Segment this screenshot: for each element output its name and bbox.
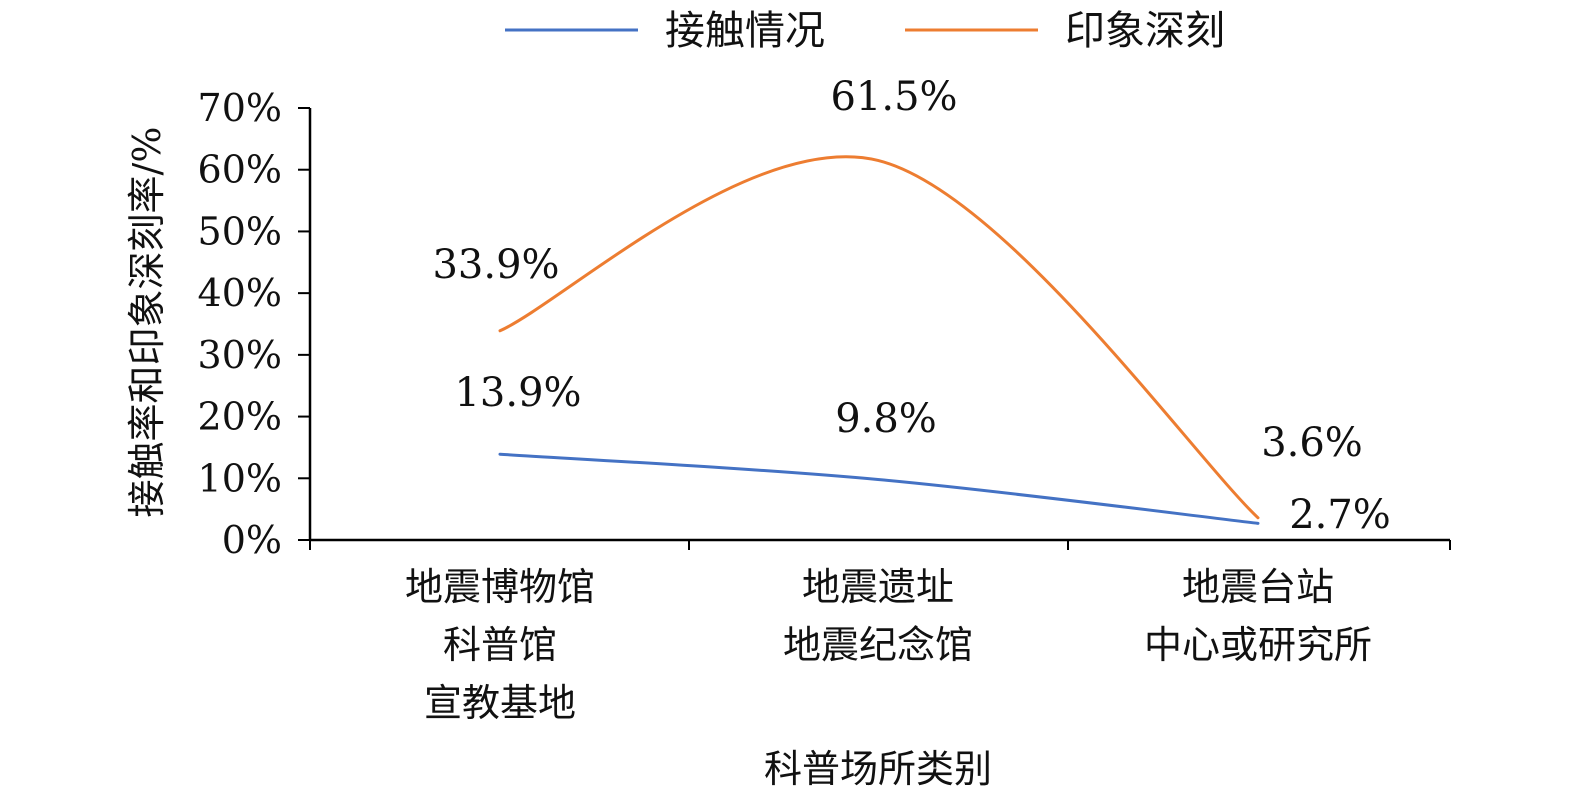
x-tick-label: 地震遗址 <box>802 565 954 609</box>
data-label: 13.9% <box>454 370 581 416</box>
data-label: 33.9% <box>432 242 559 288</box>
series-line-2 <box>498 155 1260 520</box>
data-label: 61.5% <box>830 74 957 120</box>
data-label: 3.6% <box>1261 420 1363 466</box>
x-tick-label: 地震博物馆 <box>405 565 595 609</box>
series-layer <box>498 155 1260 525</box>
y-tick-label: 70% <box>198 86 282 130</box>
y-tick-label: 10% <box>198 456 282 500</box>
series-line-1 <box>498 452 1260 525</box>
x-tick-label: 地震台站 <box>1182 565 1334 609</box>
x-tick-label: 地震纪念馆 <box>783 623 973 667</box>
y-axis-title: 接触率和印象深刻率/% <box>125 127 169 518</box>
x-tick-label: 中心或研究所 <box>1144 623 1372 667</box>
y-tick-label: 0% <box>222 518 282 562</box>
data-labels: 13.9% 9.8% 2.7% 33.9% 61.5% 3.6% <box>432 74 1390 538</box>
y-tick-label: 20% <box>198 395 282 439</box>
y-axis: 0% 10% 20% 30% 40% 50% 60% 70% <box>198 86 312 562</box>
x-tick-label: 宣教基地 <box>424 681 576 725</box>
x-axis-title: 科普场所类别 <box>764 747 992 791</box>
y-tick-label: 40% <box>198 271 282 315</box>
y-tick-label: 30% <box>198 333 282 377</box>
data-label: 9.8% <box>835 396 937 442</box>
data-label: 2.7% <box>1289 492 1391 538</box>
legend-label: 接触情况 <box>665 8 825 54</box>
legend: 接触情况 印象深刻 <box>505 8 1225 54</box>
y-tick-label: 60% <box>198 148 282 192</box>
legend-label: 印象深刻 <box>1065 8 1225 54</box>
x-tick-label: 科普馆 <box>443 623 557 667</box>
y-tick-label: 50% <box>198 209 282 253</box>
